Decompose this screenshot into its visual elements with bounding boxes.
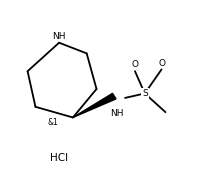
Polygon shape bbox=[73, 93, 116, 117]
Text: O: O bbox=[131, 60, 138, 69]
Text: S: S bbox=[142, 89, 148, 98]
Text: NH: NH bbox=[52, 32, 66, 41]
Text: O: O bbox=[158, 59, 165, 68]
Text: HCl: HCl bbox=[50, 153, 68, 163]
Text: NH: NH bbox=[111, 109, 124, 119]
Text: &1: &1 bbox=[47, 118, 58, 127]
